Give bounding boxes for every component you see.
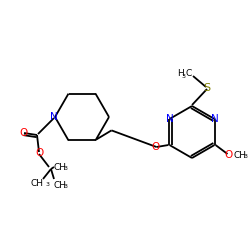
Text: N: N	[211, 114, 218, 124]
Text: N: N	[50, 112, 58, 122]
Text: H: H	[177, 70, 184, 78]
Text: O: O	[19, 128, 27, 138]
Text: CH: CH	[54, 162, 67, 172]
Text: CH: CH	[54, 180, 67, 190]
Text: O: O	[151, 142, 160, 152]
Text: 3: 3	[46, 182, 50, 188]
Text: 3: 3	[182, 74, 186, 78]
Text: C: C	[186, 70, 192, 78]
Text: CH: CH	[234, 150, 246, 160]
Text: O: O	[35, 148, 43, 158]
Text: 3: 3	[64, 166, 68, 172]
Text: S: S	[204, 83, 210, 93]
Text: O: O	[224, 150, 233, 160]
Text: N: N	[166, 114, 173, 124]
Text: 3: 3	[244, 154, 248, 160]
Text: CH: CH	[30, 178, 44, 188]
Text: 3: 3	[64, 184, 68, 190]
